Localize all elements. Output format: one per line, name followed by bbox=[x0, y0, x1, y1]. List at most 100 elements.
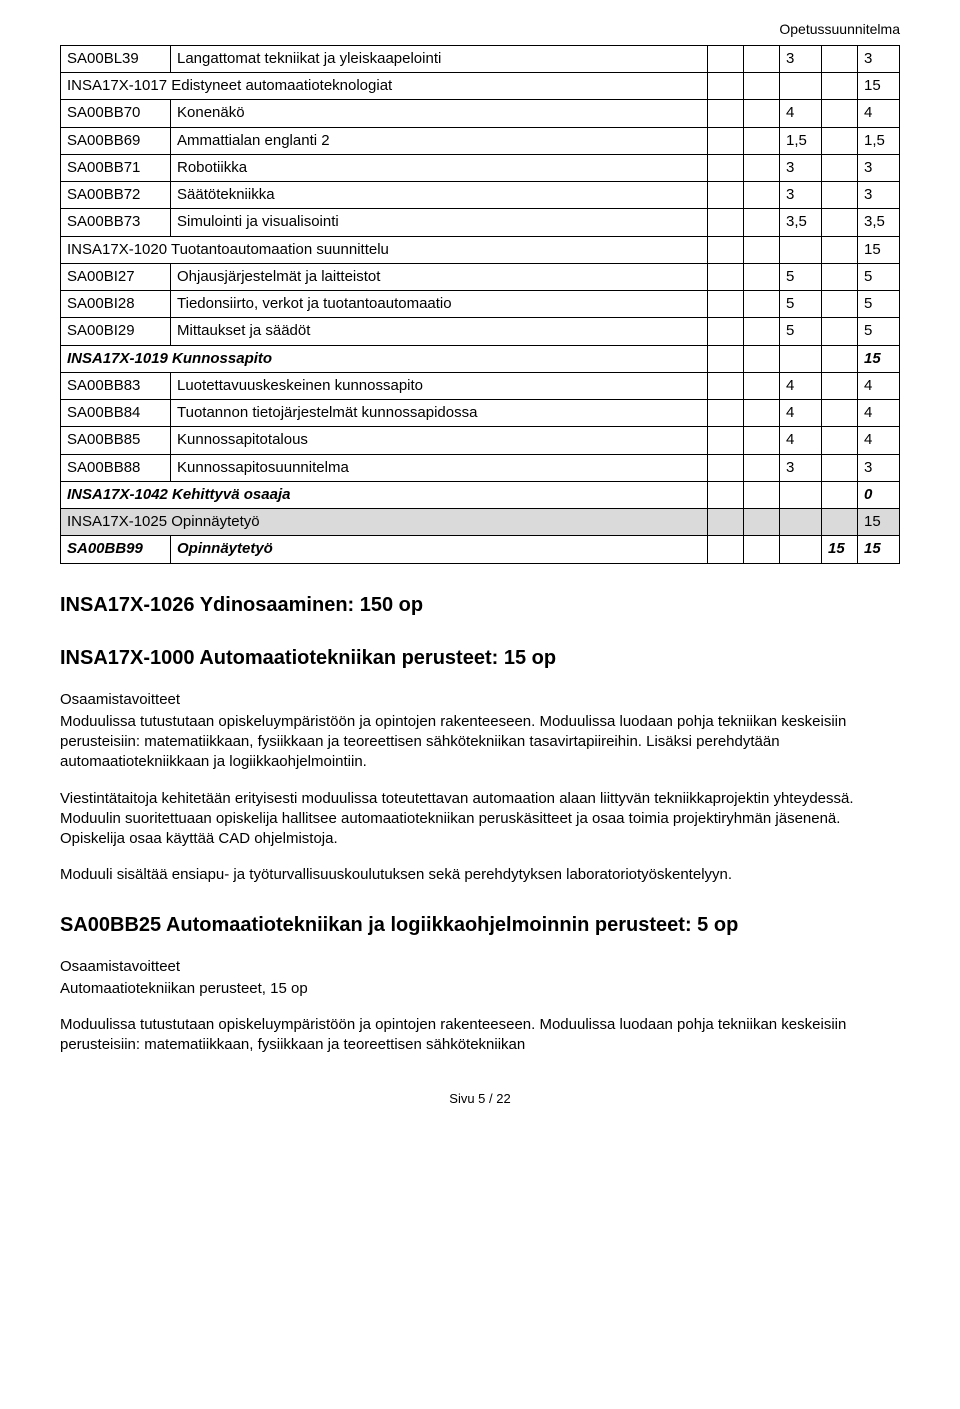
value-cell bbox=[708, 73, 744, 100]
value-cell bbox=[780, 73, 822, 100]
value-cell: 3 bbox=[780, 454, 822, 481]
value-cell bbox=[744, 182, 780, 209]
value-cell bbox=[708, 100, 744, 127]
table-row: SA00BL39Langattomat tekniikat ja yleiska… bbox=[61, 45, 900, 72]
value-cell bbox=[708, 536, 744, 563]
value-cell: 0 bbox=[858, 481, 900, 508]
value-cell: 15 bbox=[858, 236, 900, 263]
value-cell bbox=[744, 509, 780, 536]
value-cell: 3 bbox=[858, 454, 900, 481]
value-cell bbox=[744, 236, 780, 263]
value-cell bbox=[744, 127, 780, 154]
section-heading-1: INSA17X-1026 Ydinosaaminen: 150 op bbox=[60, 592, 900, 619]
value-cell: 15 bbox=[858, 509, 900, 536]
course-code: SA00BI29 bbox=[61, 318, 171, 345]
value-cell bbox=[708, 427, 744, 454]
value-cell bbox=[708, 154, 744, 181]
table-row: SA00BB69Ammattialan englanti 21,51,5 bbox=[61, 127, 900, 154]
value-cell: 3 bbox=[858, 45, 900, 72]
value-cell: 1,5 bbox=[858, 127, 900, 154]
value-cell: 4 bbox=[780, 372, 822, 399]
value-cell bbox=[744, 45, 780, 72]
course-name: Robotiikka bbox=[171, 154, 708, 181]
table-row: SA00BB71Robotiikka33 bbox=[61, 154, 900, 181]
course-name: Ammattialan englanti 2 bbox=[171, 127, 708, 154]
table-row: SA00BB85Kunnossapitotalous44 bbox=[61, 427, 900, 454]
table-row: INSA17X-1017 Edistyneet automaatioteknol… bbox=[61, 73, 900, 100]
table-row: SA00BB99Opinnäytetyö1515 bbox=[61, 536, 900, 563]
table-row: SA00BB72Säätötekniikka33 bbox=[61, 182, 900, 209]
course-name: Luotettavuuskeskeinen kunnossapito bbox=[171, 372, 708, 399]
section-heading-3: SA00BB25 Automaatiotekniikan ja logiikka… bbox=[60, 912, 900, 939]
paragraph-4b: Moduulissa tutustutaan opiskeluympäristö… bbox=[60, 1015, 900, 1056]
course-name: Tuotannon tietojärjestelmät kunnossapido… bbox=[171, 400, 708, 427]
table-row: SA00BB70Konenäkö44 bbox=[61, 100, 900, 127]
row-label: INSA17X-1019 Kunnossapito bbox=[61, 345, 708, 372]
value-cell bbox=[822, 73, 858, 100]
table-row: INSA17X-1020 Tuotantoautomaation suunnit… bbox=[61, 236, 900, 263]
course-table: SA00BL39Langattomat tekniikat ja yleiska… bbox=[60, 45, 900, 564]
course-name: Konenäkö bbox=[171, 100, 708, 127]
course-code: SA00BB72 bbox=[61, 182, 171, 209]
table-row: SA00BB73Simulointi ja visualisointi3,53,… bbox=[61, 209, 900, 236]
value-cell bbox=[780, 509, 822, 536]
value-cell bbox=[822, 236, 858, 263]
page-footer: Sivu 5 / 22 bbox=[60, 1090, 900, 1108]
value-cell bbox=[780, 345, 822, 372]
table-row: SA00BI28Tiedonsiirto, verkot ja tuotanto… bbox=[61, 291, 900, 318]
table-row: SA00BB88Kunnossapitosuunnitelma33 bbox=[61, 454, 900, 481]
value-cell: 4 bbox=[858, 400, 900, 427]
value-cell bbox=[744, 427, 780, 454]
value-cell bbox=[744, 291, 780, 318]
value-cell bbox=[822, 454, 858, 481]
value-cell bbox=[744, 345, 780, 372]
value-cell bbox=[744, 209, 780, 236]
value-cell bbox=[708, 209, 744, 236]
value-cell bbox=[708, 454, 744, 481]
value-cell bbox=[822, 372, 858, 399]
course-code: SA00BB73 bbox=[61, 209, 171, 236]
value-cell: 15 bbox=[858, 536, 900, 563]
value-cell: 4 bbox=[780, 400, 822, 427]
value-cell bbox=[780, 236, 822, 263]
row-label: INSA17X-1042 Kehittyvä osaaja bbox=[61, 481, 708, 508]
value-cell bbox=[744, 481, 780, 508]
value-cell bbox=[744, 100, 780, 127]
value-cell bbox=[708, 45, 744, 72]
value-cell bbox=[822, 45, 858, 72]
page-header-right: Opetussuunnitelma bbox=[60, 20, 900, 39]
value-cell bbox=[708, 291, 744, 318]
value-cell bbox=[822, 182, 858, 209]
value-cell bbox=[822, 127, 858, 154]
value-cell: 5 bbox=[780, 291, 822, 318]
value-cell bbox=[708, 345, 744, 372]
goals-label-1: Osaamistavoitteet bbox=[60, 690, 900, 710]
value-cell bbox=[744, 318, 780, 345]
value-cell bbox=[822, 263, 858, 290]
course-name: Opinnäytetyö bbox=[171, 536, 708, 563]
value-cell: 5 bbox=[858, 263, 900, 290]
goals-label-2: Osaamistavoitteet bbox=[60, 957, 900, 977]
value-cell: 3,5 bbox=[780, 209, 822, 236]
value-cell: 3 bbox=[858, 154, 900, 181]
table-row: INSA17X-1042 Kehittyvä osaaja 0 bbox=[61, 481, 900, 508]
course-name: Ohjausjärjestelmät ja laitteistot bbox=[171, 263, 708, 290]
value-cell bbox=[822, 509, 858, 536]
course-name: Säätötekniikka bbox=[171, 182, 708, 209]
value-cell: 3 bbox=[780, 182, 822, 209]
value-cell bbox=[744, 73, 780, 100]
value-cell: 4 bbox=[858, 100, 900, 127]
course-code: SA00BL39 bbox=[61, 45, 171, 72]
value-cell: 3,5 bbox=[858, 209, 900, 236]
value-cell bbox=[708, 509, 744, 536]
course-code: SA00BB99 bbox=[61, 536, 171, 563]
row-label: INSA17X-1017 Edistyneet automaatioteknol… bbox=[61, 73, 708, 100]
value-cell bbox=[822, 345, 858, 372]
paragraph-3: Moduuli sisältää ensiapu- ja työturvalli… bbox=[60, 865, 900, 885]
value-cell bbox=[708, 263, 744, 290]
value-cell bbox=[708, 481, 744, 508]
value-cell bbox=[822, 209, 858, 236]
value-cell bbox=[744, 263, 780, 290]
value-cell bbox=[708, 127, 744, 154]
value-cell bbox=[744, 372, 780, 399]
